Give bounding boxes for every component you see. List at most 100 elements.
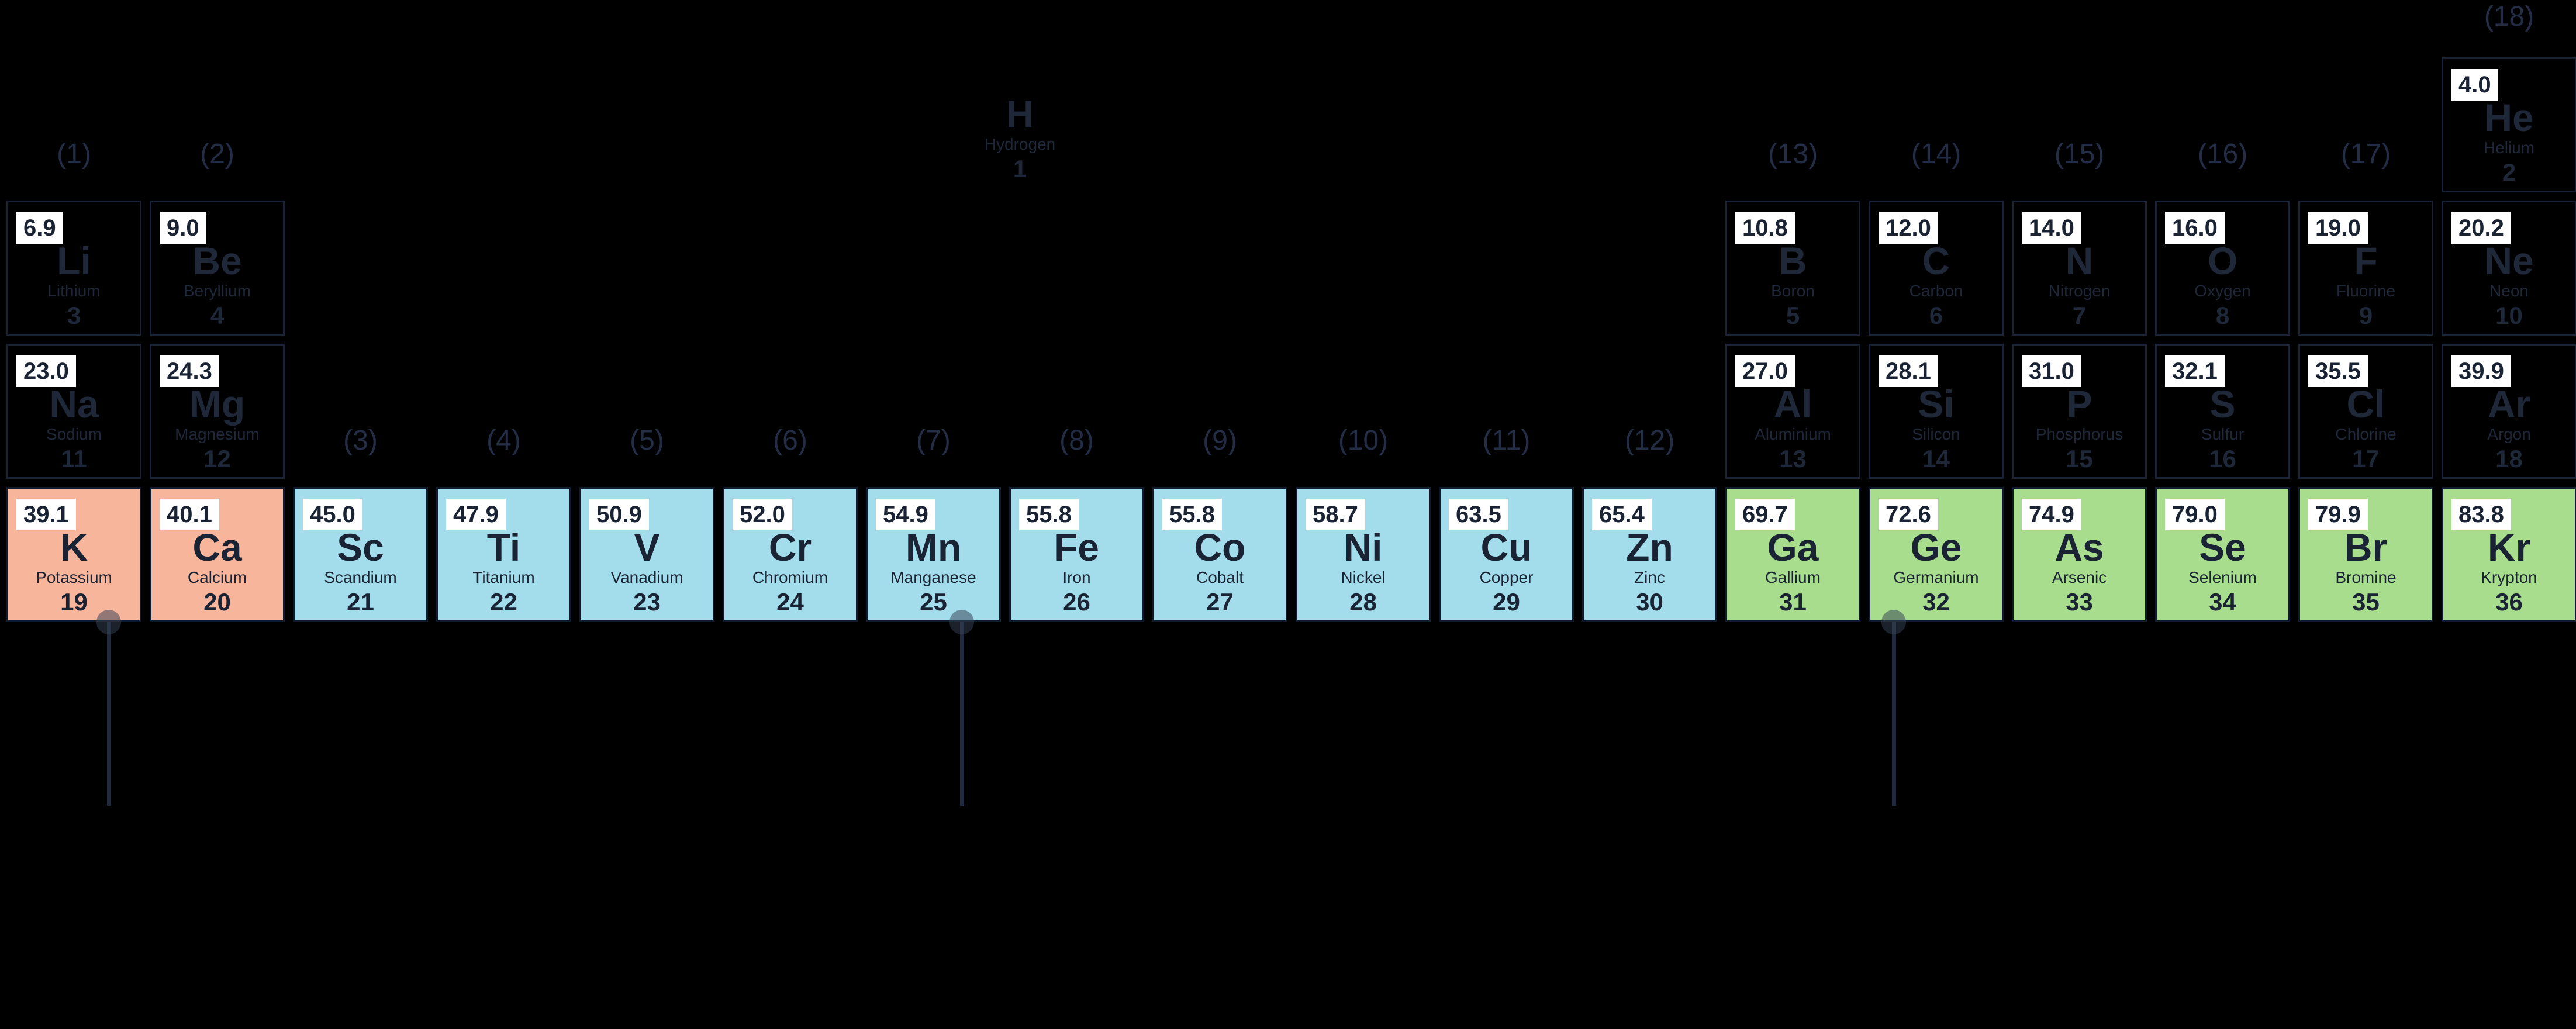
- atomic-mass-badge: 31.0: [2022, 355, 2081, 387]
- element-cell-mn[interactable]: 54.9 Mn Manganese 25: [866, 487, 1001, 622]
- element-cell-cu[interactable]: 63.5 Cu Copper 29: [1439, 487, 1574, 622]
- element-cell-ca[interactable]: 40.1 Ca Calcium 20: [150, 487, 285, 622]
- atomic-number: 31: [1779, 588, 1807, 616]
- element-name: Zinc: [1634, 568, 1665, 586]
- atomic-number: 28: [1349, 588, 1377, 616]
- element-symbol: O: [2207, 239, 2238, 282]
- group-label-2: (2): [200, 139, 234, 170]
- atomic-number: 12: [203, 445, 231, 472]
- atomic-number: 36: [2495, 588, 2523, 616]
- element-cell-zn[interactable]: 65.4 Zn Zinc 30: [1582, 487, 1717, 622]
- group-label-14: (14): [1911, 139, 1962, 170]
- group-label-11: (11): [1482, 425, 1531, 456]
- element-cell-ga[interactable]: 69.7 Ga Gallium 31: [1725, 487, 1860, 622]
- callout-marker-dot[interactable]: [96, 610, 121, 634]
- atomic-number: 32: [1922, 588, 1950, 616]
- atomic-mass-badge: 79.9: [2308, 499, 2368, 530]
- atomic-number: 26: [1063, 588, 1090, 616]
- element-cell-kr[interactable]: 83.8 Kr Krypton 36: [2442, 487, 2576, 622]
- element-symbol: Si: [1918, 382, 1955, 426]
- group-label-7: (7): [916, 425, 951, 456]
- element-name: Chlorine: [2335, 425, 2397, 443]
- element-cell-he[interactable]: 4.0 He Helium 2: [2442, 57, 2576, 192]
- callout-line: [107, 622, 111, 806]
- element-cell-be[interactable]: 9.0 Be Beryllium 4: [150, 201, 285, 336]
- atomic-mass-badge: 63.5: [1449, 499, 1508, 530]
- element-cell-na[interactable]: 23.0 Na Sodium 11: [6, 344, 141, 479]
- atomic-number: 14: [1922, 445, 1950, 472]
- element-cell-mg[interactable]: 24.3 Mg Magnesium 12: [150, 344, 285, 479]
- element-symbol: S: [2209, 382, 2236, 426]
- element-symbol: K: [60, 526, 88, 569]
- element-cell-v[interactable]: 50.9 V Vanadium 23: [579, 487, 714, 622]
- element-name: Argon: [2487, 425, 2531, 443]
- element-cell-h[interactable]: H Hydrogen 1: [952, 56, 1087, 191]
- callout-marker-dot[interactable]: [949, 610, 974, 634]
- callout-marker-dot[interactable]: [1881, 610, 1906, 634]
- element-cell-li[interactable]: 6.9 Li Lithium 3: [6, 201, 141, 336]
- element-cell-ni[interactable]: 58.7 Ni Nickel 28: [1296, 487, 1431, 622]
- element-cell-cr[interactable]: 52.0 Cr Chromium 24: [723, 487, 858, 622]
- atomic-number: 3: [67, 302, 81, 329]
- element-name: Bromine: [2335, 568, 2397, 586]
- group-label-9: (9): [1203, 425, 1237, 456]
- element-name: Nitrogen: [2048, 282, 2111, 300]
- atomic-mass-badge: 65.4: [1592, 499, 1652, 530]
- atomic-number: 2: [2502, 158, 2516, 186]
- element-cell-n[interactable]: 14.0 N Nitrogen 7: [2012, 201, 2147, 336]
- element-cell-se[interactable]: 79.0 Se Selenium 34: [2155, 487, 2290, 622]
- atomic-mass-badge: 74.9: [2022, 499, 2081, 530]
- element-cell-si[interactable]: 28.1 Si Silicon 14: [1869, 344, 2004, 479]
- element-cell-p[interactable]: 31.0 P Phosphorus 15: [2012, 344, 2147, 479]
- element-cell-b[interactable]: 10.8 B Boron 5: [1725, 201, 1860, 336]
- element-name: Nickel: [1341, 568, 1386, 586]
- atomic-number: 6: [1929, 302, 1943, 329]
- atomic-number: 16: [2209, 445, 2236, 472]
- element-name: Vanadium: [610, 568, 683, 586]
- atomic-mass-badge: 83.8: [2451, 499, 2511, 530]
- element-cell-cl[interactable]: 35.5 Cl Chlorine 17: [2298, 344, 2433, 479]
- element-cell-ge[interactable]: 72.6 Ge Germanium 32: [1869, 487, 2004, 622]
- group-label-15: (15): [2054, 139, 2105, 170]
- element-symbol: Cr: [768, 526, 812, 569]
- element-symbol: P: [2066, 382, 2092, 426]
- element-cell-s[interactable]: 32.1 S Sulfur 16: [2155, 344, 2290, 479]
- atomic-number: 7: [2072, 302, 2087, 329]
- element-cell-ar[interactable]: 39.9 Ar Argon 18: [2442, 344, 2576, 479]
- element-name: Carbon: [1909, 282, 1963, 300]
- element-name: Helium: [2483, 139, 2535, 157]
- element-cell-br[interactable]: 79.9 Br Bromine 35: [2298, 487, 2433, 622]
- atomic-number: 34: [2209, 588, 2236, 616]
- element-name: Cobalt: [1196, 568, 1244, 586]
- element-symbol: Kr: [2487, 526, 2531, 569]
- element-cell-al[interactable]: 27.0 Al Aluminium 13: [1725, 344, 1860, 479]
- atomic-number: 17: [2352, 445, 2380, 472]
- element-cell-ne[interactable]: 20.2 Ne Neon 10: [2442, 201, 2576, 336]
- element-name: Phosphorus: [2035, 425, 2123, 443]
- element-cell-as[interactable]: 74.9 As Arsenic 33: [2012, 487, 2147, 622]
- element-symbol: Na: [49, 382, 99, 426]
- element-cell-k[interactable]: 39.1 K Potassium 19: [6, 487, 141, 622]
- element-symbol: Li: [57, 239, 91, 282]
- element-cell-sc[interactable]: 45.0 Sc Scandium 21: [293, 487, 428, 622]
- element-cell-f[interactable]: 19.0 F Fluorine 9: [2298, 201, 2433, 336]
- element-cell-co[interactable]: 55.8 Co Cobalt 27: [1152, 487, 1287, 622]
- group-label-1: (1): [57, 139, 91, 170]
- atomic-number: 30: [1636, 588, 1663, 616]
- element-cell-ti[interactable]: 47.9 Ti Titanium 22: [436, 487, 571, 622]
- element-cell-o[interactable]: 16.0 O Oxygen 8: [2155, 201, 2290, 336]
- callout-line: [960, 622, 964, 806]
- element-cell-fe[interactable]: 55.8 Fe Iron 26: [1009, 487, 1144, 622]
- atomic-mass-badge: 72.6: [1879, 499, 1938, 530]
- group-label-3: (3): [343, 425, 378, 456]
- element-name: Arsenic: [2052, 568, 2107, 586]
- element-cell-c[interactable]: 12.0 C Carbon 6: [1869, 201, 2004, 336]
- atomic-number: 8: [2215, 302, 2230, 329]
- atomic-number: 9: [2359, 302, 2373, 329]
- group-label-13: (13): [1767, 139, 1818, 170]
- atomic-number: 1: [1013, 155, 1027, 182]
- element-symbol: Fe: [1054, 526, 1100, 569]
- group-label-16: (16): [2197, 139, 2248, 170]
- element-symbol: Cl: [2346, 382, 2385, 426]
- atomic-mass-badge: 79.0: [2165, 499, 2225, 530]
